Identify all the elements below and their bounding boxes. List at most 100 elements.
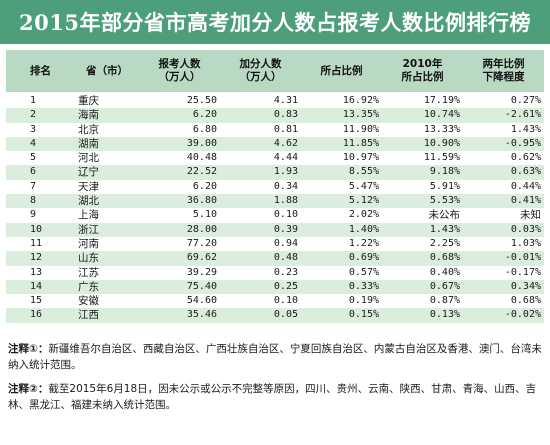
cell-ratio: 0.69% [348,252,379,264]
cell-rank: 3 [30,123,37,135]
cell-bonus: 0.34 [273,180,298,192]
cell-decline: 未知 [520,209,541,222]
table-row: 16 江西 35.46 0.05 0.15% 0.13% -0.02% [6,308,544,323]
cell-province: 湖北 [78,195,99,208]
cell-bonus: 4.62 [273,137,298,149]
cell-ratio-2010: 0.13% [429,309,460,321]
cell-bonus: 0.83 [273,109,298,121]
cell-decline: 1.03% [510,237,541,249]
cell-ratio-2010: 0.87% [429,295,460,307]
cell-bonus: 0.25 [273,280,298,292]
header-province: 省（市） [75,50,139,94]
cell-bonus: 0.10 [273,209,298,221]
cell-province: 上海 [78,209,99,222]
cell-ratio-2010: 13.33% [423,123,460,135]
cell-ratio-2010: 未公布 [428,209,461,222]
cell-province: 安徽 [78,295,99,308]
cell-province: 湖南 [78,137,99,150]
cell-bonus: 0.10 [273,295,298,307]
cell-ratio: 0.33% [348,280,379,292]
cell-applicants: 6.20 [192,180,217,192]
cell-ratio-2010: 5.53% [429,195,460,207]
cell-province: 山东 [78,252,99,265]
table-row: 1 重庆 25.50 4.31 16.92% 17.19% 0.27% [6,93,544,109]
cell-decline: 0.44% [510,180,541,192]
cell-bonus: 1.88 [273,195,298,207]
cell-bonus: 0.94 [273,237,298,249]
cell-decline: 0.41% [510,195,541,207]
table-row: 4 湖南 39.00 4.62 11.85% 10.90% -0.95% [6,136,544,152]
cell-bonus: 0.48 [273,252,298,264]
cell-applicants: 39.29 [186,266,217,278]
cell-ratio: 5.12% [348,195,379,207]
header-applicants-line2: （万人） [158,71,201,83]
cell-rank: 10 [30,223,43,235]
footnotes: 注释①：新疆维吾尔自治区、西藏自治区、广西壮族自治区、宁夏回族自治区、内蒙古自治… [8,341,544,421]
cell-applicants: 35.46 [186,309,217,321]
cell-decline: 1.43% [510,123,541,135]
page-title: 2015年部分省市高考加分人数占报考人数比例排行榜 [0,0,550,44]
cell-province: 江西 [78,309,99,322]
table-row: 7 天津 6.20 0.34 5.47% 5.91% 0.44% [6,179,544,195]
cell-rank: 7 [30,180,37,192]
table-row: 2 海南 6.20 0.83 13.35% 10.74% -2.61% [6,108,544,123]
cell-province: 北京 [78,123,99,136]
cell-decline: 0.68% [510,295,541,307]
cell-province: 河南 [78,237,99,250]
table-row: 3 北京 6.80 0.81 11.90% 13.33% 1.43% [6,122,544,137]
header-bonus: 加分人数 （万人） [220,50,301,94]
cell-province: 广东 [78,280,99,293]
cell-bonus: 0.81 [273,123,298,135]
ranking-table: 排名 省（市） 报考人数 （万人） 加分人数 （万人） 所占比例 2010年 所… [6,50,544,323]
cell-ratio: 16.92% [342,95,379,106]
cell-decline: -0.17% [504,266,541,278]
header-bonus-line1: 加分人数 [239,58,282,70]
cell-applicants: 6.20 [192,109,217,121]
table-row: 13 江苏 39.29 0.23 0.57% 0.40% -0.17% [6,265,544,280]
cell-decline: 0.27% [510,95,541,106]
cell-rank: 2 [30,109,37,121]
table-row: 12 山东 69.62 0.48 0.69% 0.68% -0.01% [6,251,544,266]
cell-bonus: 0.05 [273,309,298,321]
footnote-2: 注释②：截至2015年6月18日，因未公示或公示不完整等原因，四川、贵州、云南、… [8,381,544,413]
cell-bonus: 0.23 [273,266,298,278]
cell-ratio: 13.35% [342,109,379,121]
cell-applicants: 54.60 [186,295,217,307]
header-applicants: 报考人数 （万人） [139,50,220,94]
footnote-1-text: 新疆维吾尔自治区、西藏自治区、广西壮族自治区、宁夏回族自治区、内蒙古自治区及香港… [8,343,542,371]
cell-ratio-2010: 0.40% [429,266,460,278]
cell-decline: -0.02% [504,309,541,321]
header-applicants-line1: 报考人数 [158,58,201,70]
cell-applicants: 40.48 [186,152,217,164]
cell-rank: 1 [30,95,37,106]
cell-ratio-2010: 9.18% [429,166,460,178]
table-row: 15 安徽 54.60 0.10 0.19% 0.87% 0.68% [6,294,544,309]
cell-province: 海南 [78,109,99,122]
header-bonus-line2: （万人） [239,71,282,83]
cell-applicants: 69.62 [186,252,217,264]
cell-rank: 5 [30,152,37,164]
cell-applicants: 36.80 [186,195,217,207]
cell-ratio: 11.90% [342,123,379,135]
header-rank: 排名 [6,50,75,94]
footnote-2-head: 注释②： [8,383,49,395]
cell-applicants: 28.00 [186,223,217,235]
cell-ratio: 1.40% [348,223,379,235]
cell-rank: 14 [30,280,43,292]
cell-rank: 4 [30,137,37,149]
cell-ratio: 11.85% [342,137,379,149]
cell-province: 重庆 [78,95,99,107]
cell-ratio: 5.47% [348,180,379,192]
cell-ratio-2010: 1.43% [429,223,460,235]
cell-province: 浙江 [78,223,99,236]
cell-bonus: 1.93 [273,166,298,178]
cell-applicants: 77.20 [186,237,217,249]
cell-ratio: 2.02% [348,209,379,221]
header-decline-line2: 下降程度 [482,71,525,83]
table-row: 11 河南 77.20 0.94 1.22% 2.25% 1.03% [6,236,544,252]
cell-applicants: 25.50 [186,95,217,106]
cell-province: 江苏 [78,266,99,279]
footnote-1-head: 注释①： [8,343,49,355]
header-decline-line1: 两年比例 [482,58,525,70]
